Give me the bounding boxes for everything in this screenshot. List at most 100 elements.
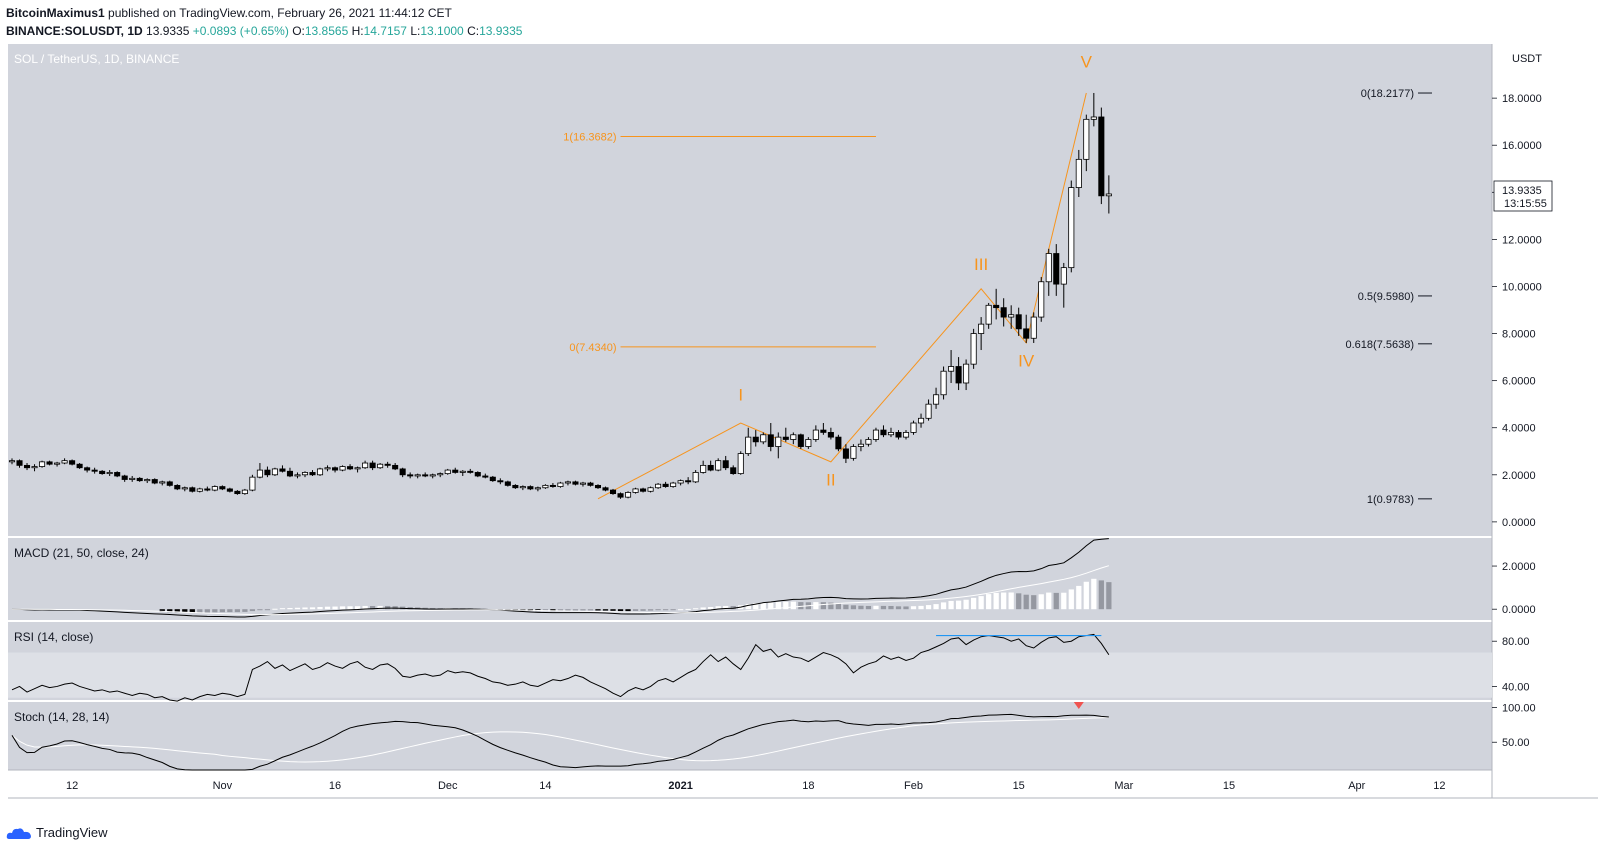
candle-body [166, 481, 173, 486]
macd-line [11, 538, 1109, 618]
macd-histogram-bar [993, 592, 999, 610]
ohlc-line: BINANCE:SOLUSDT, 1D 13.9335 +0.0893 (+0.… [6, 22, 522, 40]
macd-histogram-bar [647, 609, 654, 611]
macd-histogram-bar [790, 601, 796, 610]
macd-histogram-bar [662, 609, 669, 611]
macd-histogram-bar [550, 609, 556, 612]
x-tick-label: Mar [1114, 780, 1133, 792]
wave-label: IV [1018, 352, 1035, 371]
macd-histogram-bar [242, 609, 248, 612]
y-tick-label: 8.0000 [1502, 329, 1536, 341]
macd-histogram-bar [572, 609, 579, 611]
x-tick-label: Apr [1348, 780, 1365, 792]
macd-histogram-bar [783, 601, 789, 610]
candle-body [625, 492, 632, 498]
candle-body [444, 469, 451, 475]
macd-histogram-bar [693, 608, 699, 610]
x-tick-label: 12 [66, 780, 78, 792]
price-axis: 18.000016.000014.000012.000010.00008.000… [1492, 93, 1542, 529]
macd-histogram-bar [768, 602, 774, 610]
candle-body [23, 464, 31, 469]
candle-body [189, 487, 196, 492]
macd-histogram-bar [963, 599, 969, 610]
macd-histogram-bar [895, 606, 902, 610]
candle-body [264, 469, 271, 476]
candle-body [722, 460, 729, 469]
candle-body [422, 474, 429, 477]
macd-histogram-bar [264, 609, 271, 611]
candle-body [534, 487, 541, 490]
candle-body [963, 363, 970, 384]
macd-histogram-bar [880, 605, 887, 610]
candle-body [1015, 314, 1022, 330]
macd-histogram-bar [354, 606, 361, 610]
candle-body [1053, 253, 1060, 285]
macd-histogram-bar [167, 609, 173, 613]
candle-body [54, 462, 61, 465]
macd-histogram-bar [557, 609, 564, 611]
macd-histogram-bar [1038, 594, 1044, 610]
candle-body [850, 446, 857, 459]
candle-body [655, 483, 662, 489]
candle-body [437, 473, 444, 476]
macd-tick-label: 0.0000 [1502, 604, 1536, 616]
publisher-name[interactable]: BitcoinMaximus1 [6, 6, 105, 20]
candle-body [790, 434, 797, 440]
macd-histogram-bar [309, 607, 316, 610]
y-tick-label: 18.0000 [1502, 93, 1542, 105]
candle-body [16, 460, 23, 466]
y-tick-label: 16.0000 [1502, 140, 1542, 152]
fib-level-label: 0(18.2177) [1361, 88, 1414, 100]
macd-histogram-bar [294, 607, 301, 610]
tradingview-brand: TradingView [36, 825, 108, 840]
candle-body [782, 436, 789, 440]
candle-body [377, 463, 384, 469]
candle-body [910, 422, 917, 433]
wave-path [597, 92, 1087, 500]
candle-body [324, 467, 331, 470]
candle-body [685, 480, 692, 483]
candle-body [286, 470, 293, 477]
candle-body [700, 464, 707, 473]
candle-body [204, 488, 211, 491]
fib-orange-label: 0(7.4340) [569, 342, 616, 354]
macd-histogram-bar [700, 607, 706, 610]
macd-histogram-bar [835, 603, 842, 610]
candle-body [587, 482, 594, 486]
candle-body [647, 487, 654, 492]
macd-histogram-bar [565, 609, 571, 611]
candle-body [84, 467, 91, 471]
macd-histogram-bar [918, 605, 924, 610]
macd-histogram-bar [197, 609, 203, 613]
macd-histogram-bar [234, 609, 241, 613]
candle-body [978, 323, 985, 334]
macd-histogram-bar [1031, 595, 1037, 610]
macd-indicator [11, 538, 1112, 618]
candle-body [730, 467, 737, 475]
candle-body [429, 474, 436, 477]
candle-body [61, 460, 68, 464]
tradingview-logo[interactable]: TradingView [6, 825, 108, 840]
y-tick-label: 2.0000 [1502, 470, 1536, 482]
candle-body [835, 436, 842, 450]
candle-body [895, 432, 902, 438]
candle-body [617, 493, 624, 498]
macd-histogram-bar [933, 604, 939, 610]
stoch-pane-bg [8, 702, 1492, 770]
candle-body [715, 460, 722, 471]
candle-body [504, 481, 511, 486]
candle-body [399, 468, 406, 476]
low-value: 13.1000 [420, 24, 464, 38]
rsi-band-fill [8, 652, 1492, 698]
macd-histogram-bar [850, 605, 857, 610]
rsi-indicator [11, 633, 1110, 702]
candle-body [347, 466, 354, 470]
macd-histogram-bar [302, 607, 308, 610]
candle-body [151, 479, 158, 484]
macd-histogram-bar [1083, 581, 1089, 610]
currency-label: USDT [1512, 53, 1542, 65]
candle-body [234, 490, 241, 495]
candle-body [1038, 281, 1045, 318]
candle-body [940, 370, 947, 396]
